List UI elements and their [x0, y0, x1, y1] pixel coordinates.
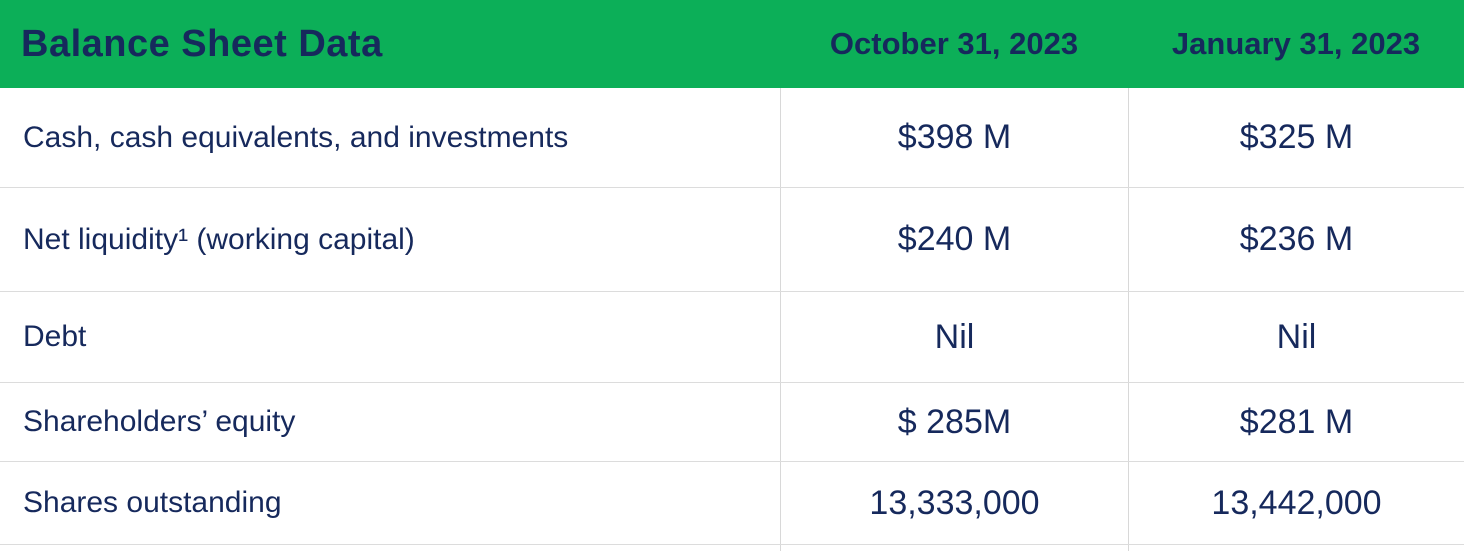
table-row: Shares outstanding 13,333,000 13,442,000 — [0, 462, 1464, 545]
row-label-net-liquidity: Net liquidity¹ (working capital) — [23, 222, 415, 256]
cell-shares-outstanding-october: 13,333,000 — [780, 462, 1128, 544]
cell-net-liquidity-january: $236 M — [1128, 188, 1464, 291]
table-row: Cash, cash equivalents, and investments … — [0, 88, 1464, 188]
cell-debt-october: Nil — [780, 292, 1128, 382]
cell-shareholders-equity-january: $281 M — [1128, 383, 1464, 461]
table-header: Balance Sheet Data October 31, 2023 Janu… — [0, 0, 1464, 88]
row-label-cash: Cash, cash equivalents, and investments — [23, 120, 569, 154]
cell-shares-outstanding-january: 13,442,000 — [1128, 462, 1464, 544]
cell-net-liquidity-october: $240 M — [780, 188, 1128, 291]
cell-cash-october: $398 M — [780, 88, 1128, 187]
cell-debt-january: Nil — [1128, 292, 1464, 382]
row-label-shareholders-equity: Shareholders’ equity — [23, 405, 296, 438]
column-header-october: October 31, 2023 — [829, 26, 1079, 61]
table-row: Shareholders’ equity $ 285M $281 M — [0, 383, 1464, 462]
cell-cash-january: $325 M — [1128, 88, 1464, 187]
row-label-debt: Debt — [23, 320, 87, 353]
cell-shareholders-equity-october: $ 285M — [780, 383, 1128, 461]
table-title: Balance Sheet Data — [21, 22, 383, 65]
column-header-january: January 31, 2023 — [1171, 26, 1421, 61]
table-bottom-strip — [0, 545, 1464, 551]
table-row: Debt Nil Nil — [0, 292, 1464, 383]
table-row: Net liquidity¹ (working capital) $240 M … — [0, 188, 1464, 292]
row-label-shares-outstanding: Shares outstanding — [23, 486, 282, 519]
